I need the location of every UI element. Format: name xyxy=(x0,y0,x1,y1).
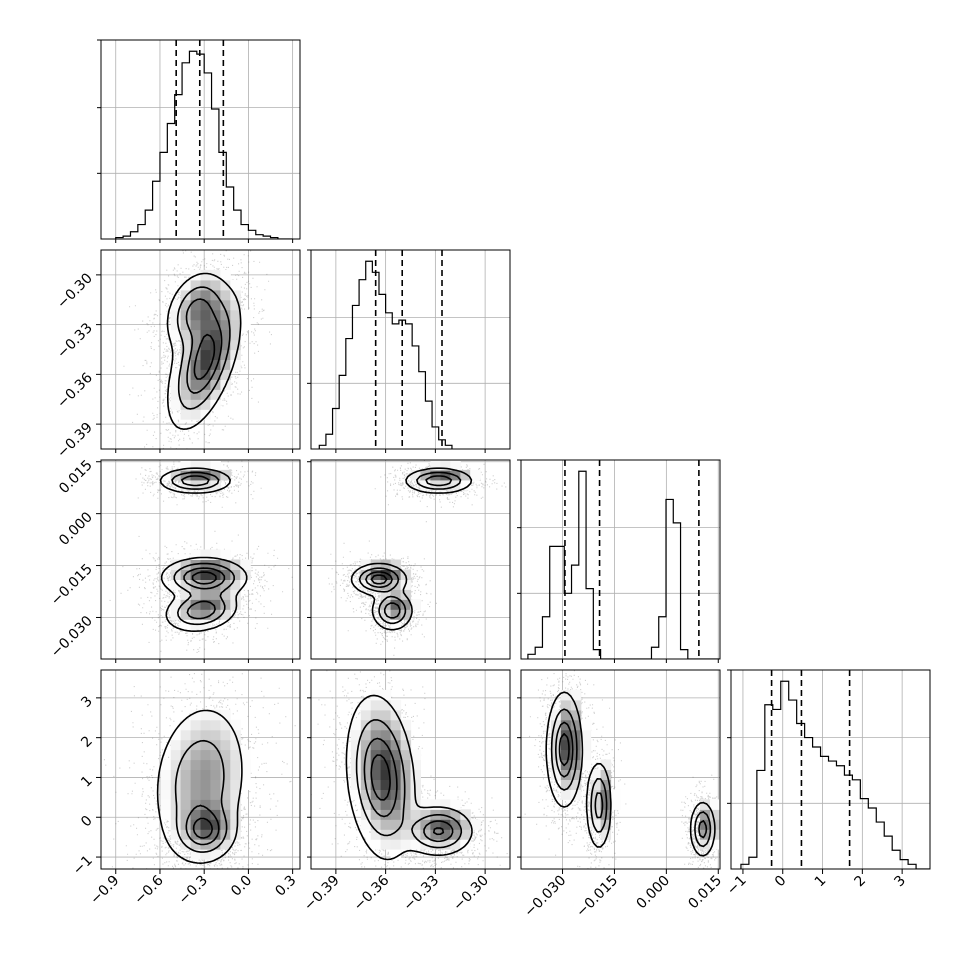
ytick-label-p2-0: −0.030 xyxy=(48,613,96,661)
xtick-label-p3-4: 3 xyxy=(891,873,909,891)
panel-frame-1-1 xyxy=(310,249,511,450)
panel-frame-3-3 xyxy=(730,669,931,870)
panel-frame-3-0 xyxy=(100,669,301,870)
contour-p2-p3-0 xyxy=(545,691,716,857)
ytick-label-p1-0: −0.39 xyxy=(54,420,96,462)
contour-p1-p3-3 xyxy=(370,754,445,836)
hist-line-p2 xyxy=(527,470,720,659)
contour-p1-p3-2 xyxy=(363,737,454,843)
ytick-label-p3-0: −1 xyxy=(70,853,96,879)
contour-p0-p1-0 xyxy=(166,272,242,430)
contour-p0-p1-2 xyxy=(185,298,223,394)
contour-p0-p2-3 xyxy=(191,571,217,585)
xtick-label-p1-0: −0.39 xyxy=(301,873,343,915)
density-shading-p0-p3 xyxy=(160,709,251,860)
xtick-label-p0-2: −0.3 xyxy=(176,873,211,908)
ytick-label-p1-3: −0.30 xyxy=(54,270,96,312)
density-shading-p0-p2 xyxy=(160,460,251,630)
xtick-label-p1-3: −0.30 xyxy=(450,873,492,915)
contour-p0-p3-1 xyxy=(174,739,228,853)
ytick-label-p3-3: 2 xyxy=(78,733,96,751)
contour-p2-p3-3 xyxy=(558,733,570,767)
hist-panel-p2 xyxy=(521,460,720,659)
xtick-label-p2-2: 0.000 xyxy=(634,873,674,913)
ytick-label-p2-2: 0.000 xyxy=(56,509,96,549)
panel-frame-3-2 xyxy=(520,669,721,870)
hist-panel-p1 xyxy=(311,250,510,449)
panel-frame-2-2 xyxy=(520,459,721,660)
density-panel-p0-p3 xyxy=(101,670,300,869)
contour-p2-p3-2 xyxy=(555,721,708,839)
panel-frame-1-0 xyxy=(100,249,301,450)
ytick-label-p2-3: 0.015 xyxy=(56,457,96,497)
ytick-label-p3-1: 0 xyxy=(78,813,96,831)
contour-p1-p2-3 xyxy=(370,574,388,585)
xtick-label-p1-1: −0.36 xyxy=(351,872,393,914)
contour-p0-p3-3 xyxy=(192,817,213,839)
xtick-label-p3-2: 1 xyxy=(812,873,830,891)
panel-frame-2-0 xyxy=(100,459,301,660)
xtick-label-p2-3: 0.015 xyxy=(685,873,725,913)
contour-p0-p2-1 xyxy=(171,471,235,626)
contour-p0-p2-2 xyxy=(181,475,226,620)
xtick-label-p2-0: −0.030 xyxy=(521,873,569,921)
xtick-label-p0-1: −0.6 xyxy=(131,872,166,907)
ytick-label-p2-1: −0.015 xyxy=(48,561,96,609)
panel-frame-2-1 xyxy=(310,459,511,660)
panel-frame-3-1 xyxy=(310,669,511,870)
contour-p1-p3-1 xyxy=(355,719,463,849)
density-panel-p1-p3 xyxy=(311,670,510,869)
ytick-label-p3-2: 1 xyxy=(78,773,96,791)
contour-p0-p3-0 xyxy=(156,709,243,864)
ytick-label-p1-2: −0.33 xyxy=(54,320,96,362)
xtick-label-p0-3: 0.0 xyxy=(228,873,255,900)
hist-line-p1 xyxy=(318,260,453,449)
ytick-label-p3-4: 3 xyxy=(78,693,96,711)
xtick-label-p0-4: 0.3 xyxy=(272,873,299,900)
contour-p1-p2-0 xyxy=(350,467,473,631)
xtick-label-p3-1: 0 xyxy=(772,873,790,891)
contour-p2-p3-1 xyxy=(550,708,712,848)
density-panel-p0-p2 xyxy=(101,460,300,659)
hist-line-p3 xyxy=(740,680,930,869)
density-panel-p1-p2 xyxy=(311,460,510,659)
xtick-label-p3-0: −1 xyxy=(724,873,750,899)
ytick-label-p1-1: −0.36 xyxy=(54,370,96,412)
density-panel-p2-p3 xyxy=(521,670,720,869)
xtick-label-p2-1: −0.015 xyxy=(573,873,621,921)
contour-p1-p2-1 xyxy=(358,471,462,625)
contour-p0-p1-3 xyxy=(193,333,216,380)
xtick-label-p1-2: −0.33 xyxy=(401,873,443,915)
xtick-label-p3-3: 2 xyxy=(852,873,870,891)
contour-p0-p3-2 xyxy=(185,804,220,846)
hist-panel-p0 xyxy=(101,40,300,239)
contour-p0-p2-0 xyxy=(159,467,248,632)
density-panel-p0-p1 xyxy=(101,250,300,449)
contour-p1-p2-2 xyxy=(365,475,453,619)
xtick-label-p0-0: −0.9 xyxy=(87,873,122,908)
hist-panel-p3 xyxy=(731,670,930,869)
panel-frame-0-0 xyxy=(100,39,301,240)
contour-p1-p3-0 xyxy=(345,694,473,861)
contour-p0-p1-1 xyxy=(176,286,231,410)
